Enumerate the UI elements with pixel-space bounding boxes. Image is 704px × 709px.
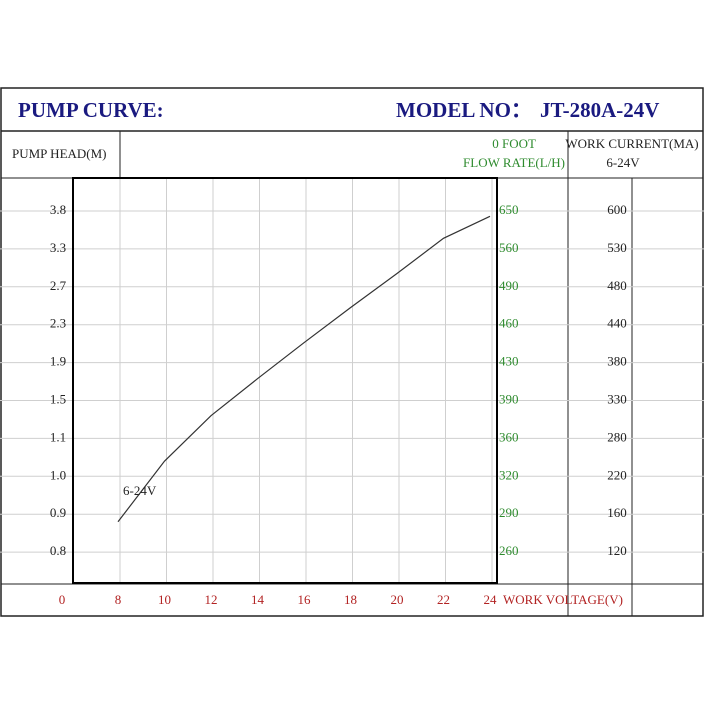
y-tick-label: 3.8 [50,202,66,217]
flow-rate-label: 290 [499,505,519,520]
plot-frame [72,177,498,584]
y-axis-title: PUMP HEAD(M) [12,146,107,161]
x-tick-label: 8 [115,592,122,607]
current-label: 220 [607,467,627,482]
flow-title: FLOW RATE(L/H) [463,155,565,170]
chart-title: PUMP CURVE: [18,98,164,122]
current-label: 160 [607,505,627,520]
y-tick-label: 3.3 [50,240,66,255]
current-label: 480 [607,278,627,293]
outer-frame [0,87,704,617]
flow-title: 0 FOOT [492,136,536,151]
y-tick-label: 0.8 [50,543,66,558]
current-label: 380 [607,354,627,369]
y-tick-label: 0.9 [50,505,66,520]
y-tick-label: 1.5 [50,391,66,406]
y-tick-label: 1.1 [50,429,66,444]
x-tick-label: 10 [158,592,171,607]
flow-rate-label: 490 [499,278,519,293]
x-tick-label: 24 [484,592,498,607]
x-tick-label: 22 [437,592,450,607]
current-label: 280 [607,429,627,444]
current-label: 600 [607,202,627,217]
current-title: WORK CURRENT(MA) [565,136,698,151]
line [117,215,491,523]
current-label: 330 [607,391,627,406]
flow-rate-label: 320 [499,467,519,482]
model-label: MODEL NO： [396,98,532,122]
y-tick-label: 2.3 [50,316,66,331]
flow-rate-label: 560 [499,240,519,255]
series-label: 6-24V [123,483,157,498]
model: JT-280A-24V [540,98,659,122]
y-tick-label: 1.0 [50,467,66,482]
x-tick-label: 0 [59,592,66,607]
y-tick-label: 2.7 [50,278,67,293]
grid [0,178,704,584]
current-label: 120 [607,543,627,558]
x-tick-label: 14 [251,592,265,607]
x-axis-title: WORK VOLTAGE(V) [503,592,623,607]
flow-rate-label: 360 [499,429,519,444]
current-title: 6-24V [606,155,640,170]
flow-rate-label: 260 [499,543,519,558]
x-tick-label: 12 [205,592,218,607]
y-tick-label: 1.9 [50,354,66,369]
current-label: 530 [607,240,627,255]
flow-rate-label: 460 [499,316,519,331]
x-tick-label: 20 [391,592,404,607]
flow-rate-label: 430 [499,354,519,369]
flow-rate-label: 650 [499,202,519,217]
x-tick-label: 16 [298,592,312,607]
x-tick-label: 18 [344,592,357,607]
current-label: 440 [607,316,627,331]
flow-rate-label: 390 [499,391,519,406]
